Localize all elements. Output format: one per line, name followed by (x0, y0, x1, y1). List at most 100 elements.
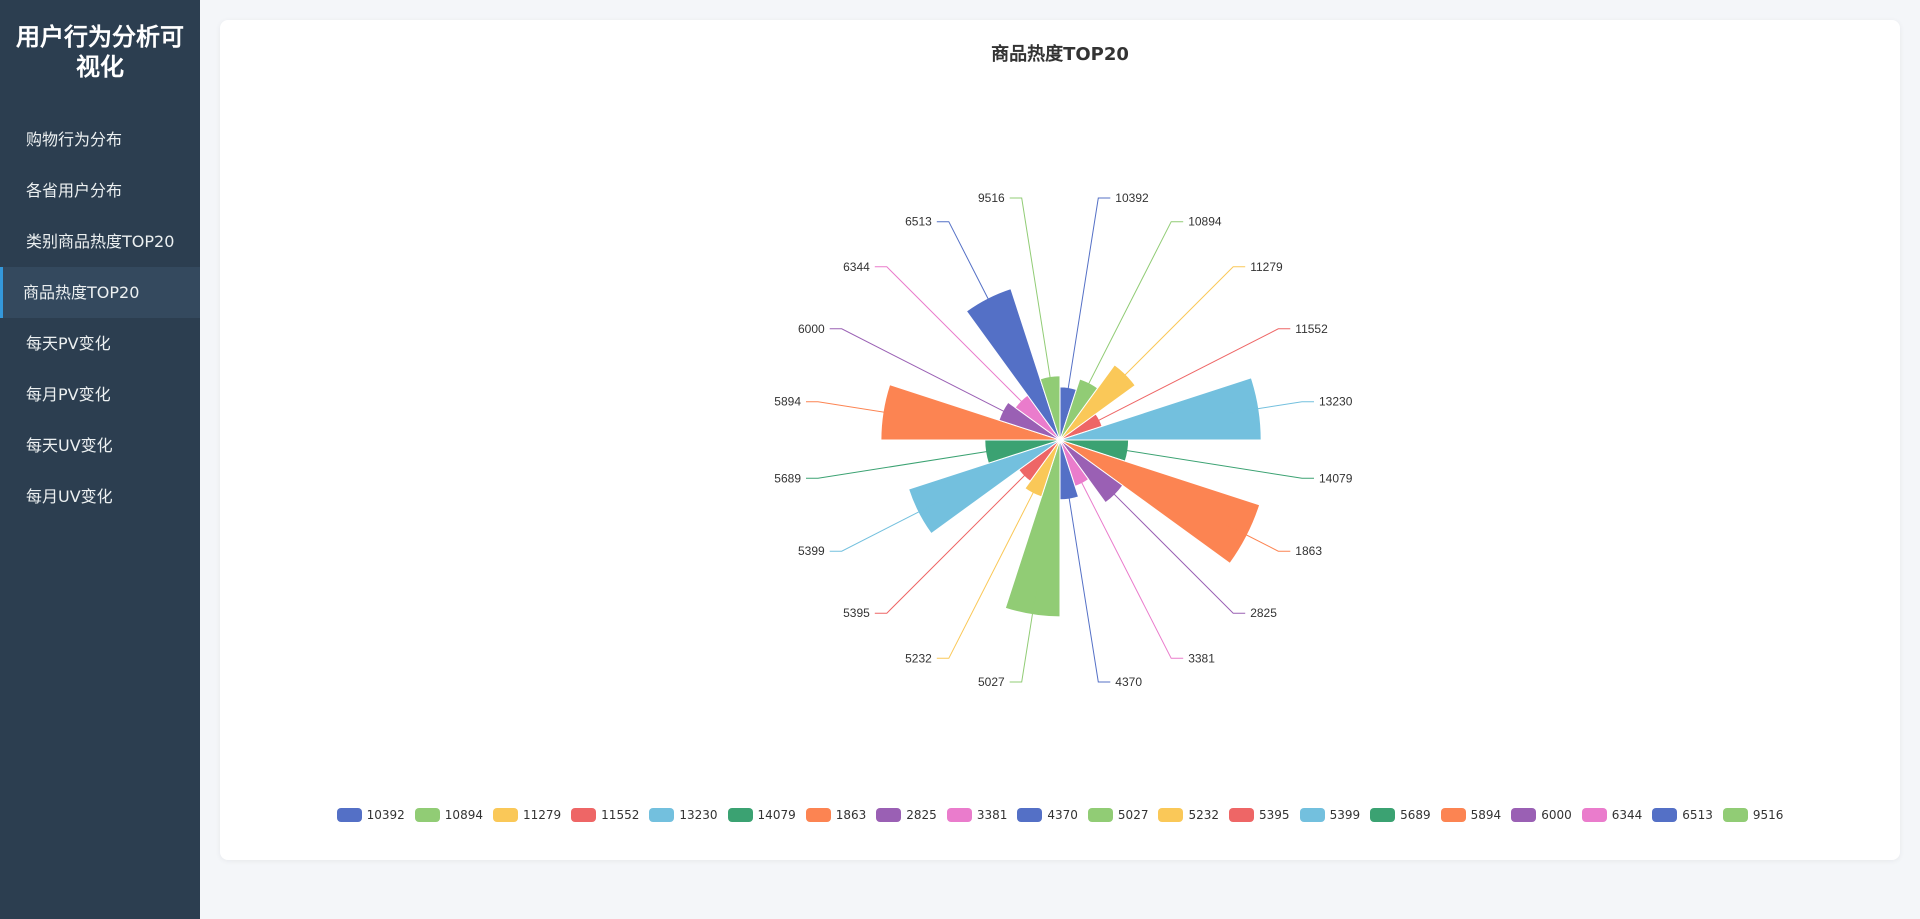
slice-label: 11552 (1295, 322, 1328, 336)
legend-swatch (649, 808, 675, 822)
legend-swatch (1087, 808, 1113, 822)
legend-label: 3381 (976, 808, 1008, 822)
legend-label: 5232 (1188, 808, 1220, 822)
slice-label: 3381 (1188, 651, 1215, 665)
legend-swatch (1652, 808, 1678, 822)
rose-chart: 10392 10894 11279 11552 13230 14079 1863 2825 33… (774, 191, 1353, 689)
sidebar-item-shopping-behavior[interactable]: 购物行为分布 (26, 130, 123, 149)
legend-swatch (571, 808, 597, 822)
label-line (1009, 588, 1037, 683)
slice-label: 6000 (798, 322, 825, 336)
legend-item[interactable]: 5395 (1229, 808, 1290, 822)
legend-item[interactable]: 4370 (1017, 808, 1078, 822)
legend-item[interactable]: 11552 (571, 808, 639, 822)
label-line (1115, 266, 1246, 385)
legend-item[interactable]: 3381 (946, 808, 1008, 822)
legend-label: 5894 (1470, 808, 1502, 822)
legend-swatch (1017, 808, 1043, 822)
label-line (874, 470, 1030, 614)
sidebar-menu: 购物行为分布 各省用户分布 类别商品热度TOP20 商品热度TOP20 每天PV… (0, 114, 200, 522)
legend-swatch (805, 808, 831, 822)
legend-label: 9516 (1752, 808, 1784, 822)
legend-item[interactable]: 1863 (805, 808, 867, 822)
legend-item[interactable]: 5027 (1087, 808, 1149, 822)
legend-swatch (1158, 808, 1184, 822)
legend-swatch (492, 808, 518, 822)
legend-label: 5395 (1259, 808, 1290, 822)
label-line (1228, 401, 1314, 414)
sidebar: 用户行为分析可视化 购物行为分布 各省用户分布 类别商品热度TOP20 商品热度… (0, 0, 200, 919)
legend-label: 11552 (601, 808, 640, 822)
legend-swatch (1440, 808, 1466, 822)
legend-item[interactable]: 6000 (1511, 808, 1572, 822)
sidebar-item-province-users[interactable]: 各省用户分布 (26, 181, 123, 200)
label-line (874, 266, 1028, 408)
legend-item[interactable]: 5232 (1158, 808, 1219, 822)
label-line (1218, 520, 1291, 552)
slice-label: 5689 (774, 471, 801, 485)
legend-item[interactable]: 5894 (1440, 808, 1502, 822)
legend-item[interactable]: 6513 (1652, 808, 1713, 822)
legend-item[interactable]: 9516 (1722, 808, 1784, 822)
label-line (1009, 197, 1052, 387)
legend-swatch (414, 808, 440, 822)
slice-label: 14079 (1319, 471, 1353, 485)
sidebar-item-product-top20[interactable]: 商品热度TOP20 (0, 267, 200, 318)
legend-label: 5689 (1400, 808, 1431, 822)
sidebar-item-monthly-uv[interactable]: 每月UV变化 (26, 487, 113, 506)
legend-swatch (1511, 808, 1537, 822)
label-line (936, 221, 1000, 320)
legend-item[interactable]: 10392 (336, 808, 405, 822)
sidebar-item-monthly-pv[interactable]: 每月PV变化 (26, 385, 111, 404)
legend-item[interactable]: 13230 (649, 808, 718, 822)
slice-label: 6344 (843, 260, 870, 274)
label-line (936, 485, 1038, 659)
slice-label: 11279 (1250, 260, 1283, 274)
legend-label: 6344 (1611, 808, 1643, 822)
legend-label: 5027 (1117, 808, 1149, 822)
label-line (1106, 486, 1246, 614)
chart-title: 商品热度TOP20 (991, 44, 1129, 65)
label-line (1067, 490, 1111, 683)
legend-item[interactable]: 11279 (492, 808, 561, 822)
legend-swatch (876, 808, 902, 822)
label-line (1084, 221, 1184, 392)
slice-label: 10894 (1188, 215, 1222, 229)
legend-item[interactable]: 6344 (1581, 808, 1643, 822)
legend-swatch (1299, 808, 1325, 822)
slice-label: 5027 (978, 675, 1005, 689)
sidebar-item-daily-uv[interactable]: 每天UV变化 (26, 436, 113, 455)
legend-item[interactable]: 14079 (727, 808, 796, 822)
slice-label: 2825 (1250, 606, 1277, 620)
chart-panel: 商品热度TOP20 10392 10894 11279 11552 13230 14079… (220, 20, 1900, 860)
rose-slice-1863[interactable] (1059, 439, 1261, 564)
sidebar-item-category-top20[interactable]: 类别商品热度TOP20 (26, 232, 175, 251)
slice-label: 6513 (905, 215, 932, 229)
legend-item[interactable]: 10894 (414, 808, 483, 822)
slice-label: 5232 (905, 651, 932, 665)
slice-label: 9516 (978, 191, 1005, 205)
legend-label: 14079 (757, 808, 796, 822)
legend-item[interactable]: 2825 (876, 808, 937, 822)
legend-swatch (336, 808, 362, 822)
label-line (1117, 448, 1314, 479)
slice-label: 4370 (1115, 675, 1142, 689)
label-line (1093, 328, 1291, 424)
label-line (829, 500, 940, 552)
legend-item[interactable]: 5399 (1299, 808, 1360, 822)
legend-label: 6513 (1682, 808, 1713, 822)
legend-swatch (946, 808, 972, 822)
legend-item[interactable]: 5689 (1370, 808, 1431, 822)
slice-label: 5395 (843, 606, 870, 620)
legend-label: 1863 (835, 808, 867, 822)
legend-label: 13230 (679, 808, 718, 822)
sidebar-item-daily-pv[interactable]: 每天PV变化 (26, 334, 111, 353)
label-line (806, 449, 997, 479)
app-title: 用户行为分析可视化 (16, 23, 184, 81)
legend-swatch (1229, 808, 1255, 822)
chart-legend: 10392 10894 11279 11552 13230 14079 1863 2825 33… (220, 808, 1900, 822)
legend-label: 2825 (906, 808, 937, 822)
slice-label: 1863 (1295, 544, 1322, 558)
legend-label: 4370 (1047, 808, 1078, 822)
label-line (806, 401, 910, 417)
